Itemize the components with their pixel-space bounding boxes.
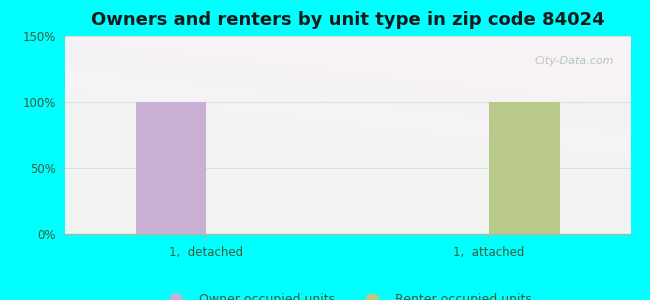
Legend: Owner occupied units, Renter occupied units: Owner occupied units, Renter occupied un… [159,288,537,300]
Bar [136,102,207,234]
Text: City-Data.com: City-Data.com [534,56,614,66]
Bar [489,102,560,234]
Title: Owners and renters by unit type in zip code 84024: Owners and renters by unit type in zip c… [91,11,604,29]
